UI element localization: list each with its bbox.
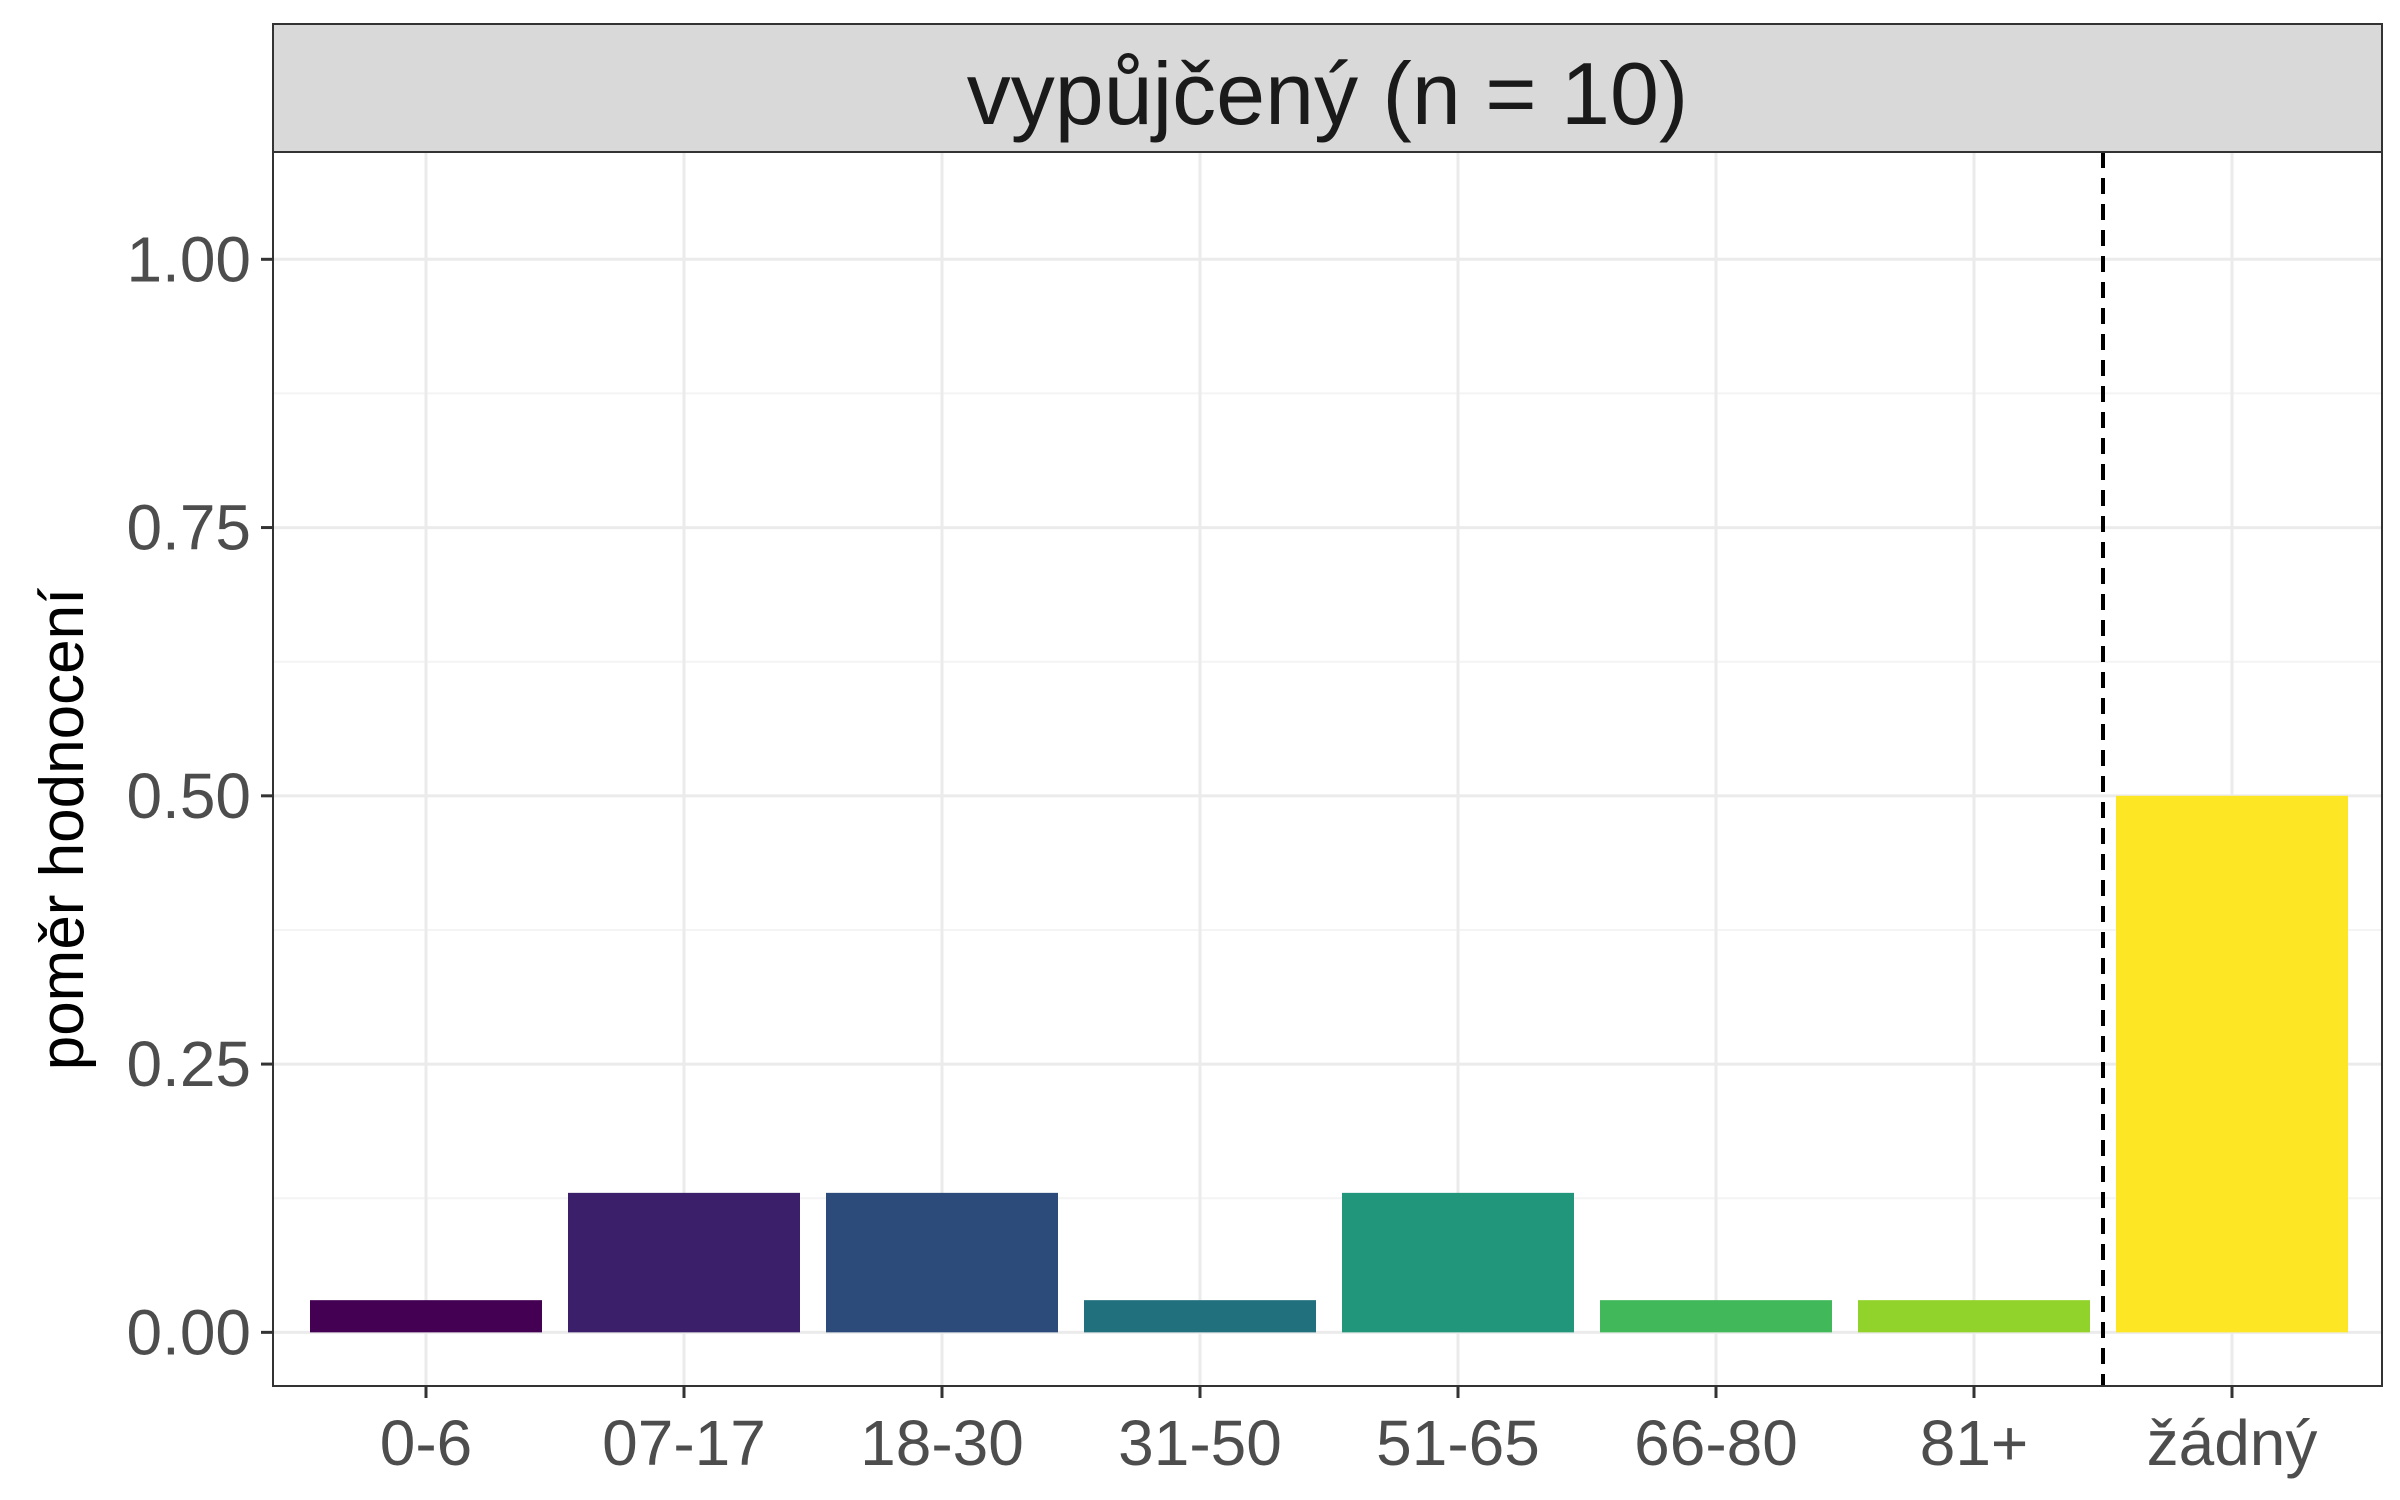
bar-51-65 [1342,1192,1574,1333]
x-tick-label: 31-50 [1118,1407,1282,1479]
x-tick-label: 81+ [1920,1407,2029,1479]
y-tick-label: 0.75 [126,492,251,564]
facet-strip: vypůjčený (n = 10) [272,23,2383,153]
bar-0-6 [310,1300,542,1333]
x-tick-label: 0-6 [380,1407,473,1479]
y-axis: 0.00 0.25 0.50 0.75 1.00 [126,223,273,1368]
facet-strip-background [272,23,2383,153]
facet-title: vypůjčený (n = 10) [967,44,1689,143]
bar-07-17 [568,1192,800,1333]
bar-31-50 [1084,1300,1316,1333]
x-tick-label: 51-65 [1376,1407,1540,1479]
bar-žádný [2116,795,2348,1333]
x-tick-label: 07-17 [602,1407,766,1479]
x-tick-label: 66-80 [1634,1407,1798,1479]
bar-81+ [1858,1300,2090,1333]
x-tick-label: 18-30 [860,1407,1024,1479]
x-axis: 0-6 07-17 18-30 31-50 51-65 66-80 81+ žádný [380,1386,2318,1479]
y-tick-label: 0.50 [126,760,251,832]
y-tick-label: 1.00 [126,223,251,295]
y-tick-label: 0.25 [126,1028,251,1100]
bar-66-80 [1600,1300,1832,1333]
x-tick-label: žádný [2147,1407,2318,1479]
y-tick-label: 0.00 [126,1296,251,1368]
bar-18-30 [826,1192,1058,1333]
bars [310,795,2348,1333]
y-axis-title: poměr hodnocení [28,588,97,1071]
grid-lines [273,152,2382,1386]
